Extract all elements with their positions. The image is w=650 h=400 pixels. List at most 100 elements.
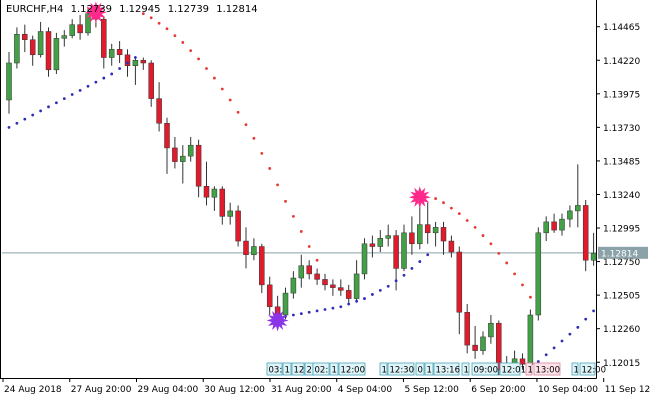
bullish-candle <box>543 221 549 234</box>
y-tick-label: 1.12260 <box>603 325 640 335</box>
support-dot <box>426 253 430 257</box>
y-tick-label: 1.12995 <box>603 225 640 235</box>
support-dot <box>134 56 137 59</box>
support-dot <box>386 284 390 288</box>
bullish-candle <box>298 265 305 279</box>
time-tag-label: 1 <box>382 366 387 376</box>
x-tick-label: 6 Sep 20:00 <box>471 385 526 395</box>
time-tag <box>433 362 460 376</box>
bullish-candle <box>527 314 534 365</box>
support-dot <box>7 125 11 129</box>
y-tick-label: 1.12505 <box>603 292 640 302</box>
support-dot <box>118 67 121 70</box>
bearish-candle <box>456 251 463 313</box>
bullish-candle <box>211 188 218 198</box>
bearish-candle <box>124 54 131 66</box>
resistance-dot <box>268 167 272 170</box>
time-tag-label: 1 <box>464 366 469 376</box>
x-tick-label: 4 Sep 04:00 <box>338 385 393 395</box>
bearish-candle <box>496 322 502 371</box>
bullish-candle <box>535 232 542 316</box>
bearish-candle <box>77 24 83 34</box>
time-tag-label: 2 <box>307 366 312 376</box>
support-dot <box>592 309 595 313</box>
support-dot <box>23 117 27 121</box>
time-tag-label: 12:00 <box>582 366 607 376</box>
bullish-candle <box>417 224 423 245</box>
resistance-dot <box>529 295 532 299</box>
bullish-candle <box>575 205 581 212</box>
support-dot <box>355 299 358 303</box>
time-tag <box>312 362 330 376</box>
bearish-candle <box>203 186 210 198</box>
bearish-candle <box>243 240 249 255</box>
bullish-candle <box>14 33 20 64</box>
resistance-dot <box>165 27 169 31</box>
bearish-candle <box>116 49 123 56</box>
resistance-dot <box>505 261 509 265</box>
resistance-dot <box>292 214 295 218</box>
resistance-dot <box>141 12 145 16</box>
support-dot <box>70 93 74 96</box>
resistance-dot <box>457 212 461 216</box>
bottom-time-labels: 03: 1 12: 2 02: 1 12:00 1 12:30 0 1 13:16 1 09:00 12:0… <box>266 362 607 376</box>
x-axis: 24 Aug 2018 27 Aug 20:00 29 Aug 04:00 30 Au… <box>2 378 650 395</box>
current-price-label: 1.12814 <box>601 249 638 259</box>
bearish-candle <box>219 188 226 217</box>
time-tag-label: 1 <box>332 366 337 376</box>
resistance-dot <box>276 183 279 187</box>
resistance-dot <box>473 225 477 229</box>
support-dot <box>31 113 35 117</box>
x-tick-label: 27 Aug 20:00 <box>71 385 132 395</box>
time-tag-label: 0 <box>418 366 423 376</box>
open-price: 1.12739 <box>70 4 112 15</box>
time-tag <box>579 362 596 376</box>
bearish-candle <box>140 60 147 64</box>
bearish-candle <box>551 221 557 231</box>
support-dot <box>62 97 66 101</box>
bearish-candle <box>195 144 202 187</box>
time-tag-label: 02: <box>315 366 329 376</box>
resistance-dot <box>189 49 193 53</box>
bearish-candle <box>172 147 178 162</box>
time-tag-label: 1 <box>427 366 432 376</box>
bearish-candle <box>345 290 352 299</box>
bearish-candle <box>266 284 273 308</box>
support-dot <box>347 302 351 306</box>
time-tag <box>338 362 366 376</box>
x-tick-label: 31 Aug 20:00 <box>271 385 332 395</box>
resistance-dot <box>315 258 319 262</box>
time-tag-label: 12:01 <box>502 366 527 376</box>
bearish-candle <box>338 287 344 291</box>
time-tag <box>329 362 339 376</box>
resistance-dot <box>299 230 303 233</box>
support-dot <box>15 121 19 125</box>
support-dot <box>78 88 82 92</box>
y-tick-label: 1.14220 <box>603 57 640 67</box>
bullish-candle <box>227 210 233 217</box>
y-axis: 1.14465 1.14220 1.13975 1.13730 1.13485 1.132… <box>596 23 648 369</box>
bullish-candle <box>401 232 407 269</box>
resistance-dot <box>205 67 208 70</box>
support-dot <box>378 288 382 292</box>
x-tick-label: 5 Sep 12:00 <box>404 385 459 395</box>
bullish-candle <box>432 227 439 234</box>
y-tick-label: 1.13975 <box>603 90 640 100</box>
support-dot <box>544 353 548 357</box>
support-dot <box>126 61 129 65</box>
bearish-candle <box>164 123 170 149</box>
support-dot <box>402 273 406 277</box>
bearish-candle <box>519 358 526 365</box>
support-dot <box>331 306 335 310</box>
resistance-dot <box>434 197 437 200</box>
signal-star-icon <box>408 186 431 209</box>
time-tag <box>282 362 292 376</box>
y-tick-label: 1.12750 <box>603 258 640 268</box>
resistance-dot <box>521 283 524 287</box>
bullish-candle <box>567 210 573 220</box>
bearish-candle <box>306 265 312 275</box>
resistance-dot <box>307 245 311 248</box>
